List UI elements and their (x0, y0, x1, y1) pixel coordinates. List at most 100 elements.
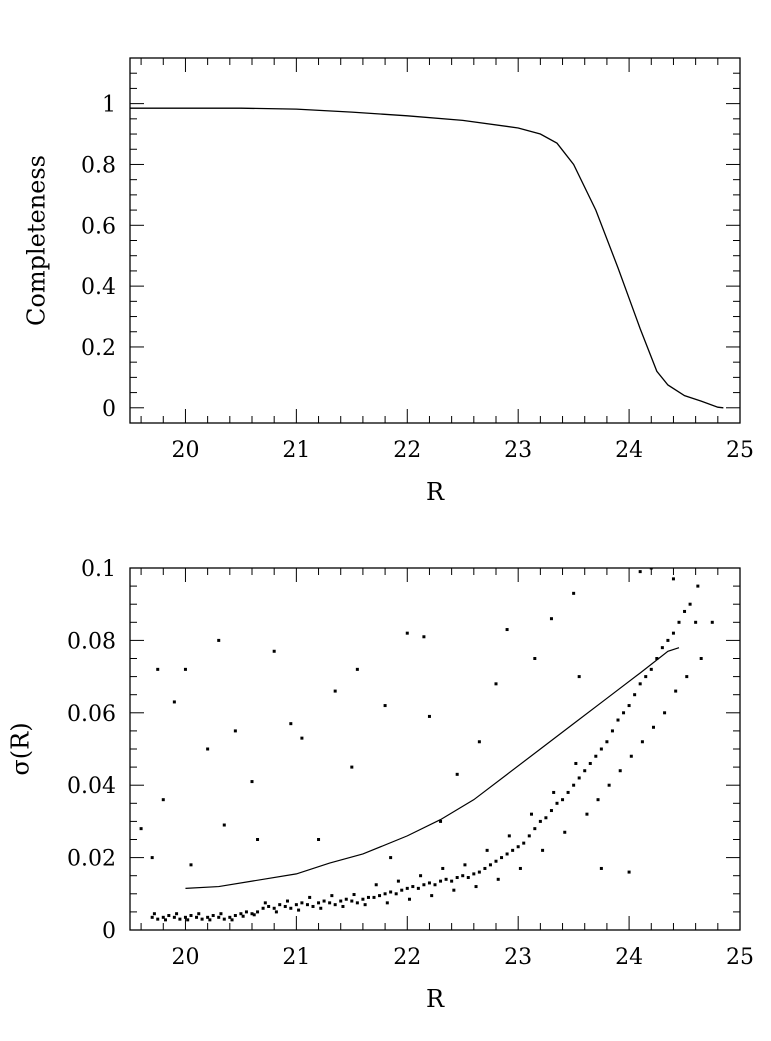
data-point (616, 718, 620, 722)
data-point (455, 772, 459, 776)
data-point (206, 747, 210, 751)
data-point (618, 769, 622, 773)
data-point (172, 915, 176, 919)
data-point (317, 838, 321, 841)
data-point (311, 904, 315, 908)
data-point (197, 912, 201, 916)
data-point (505, 628, 509, 632)
data-point (627, 870, 631, 874)
data-point (156, 667, 160, 671)
data-point (494, 859, 498, 863)
tick-marks (130, 567, 741, 931)
plot-frame (129, 57, 741, 424)
data-point (544, 816, 548, 820)
data-point (239, 912, 243, 916)
data-point (297, 908, 301, 912)
data-point (416, 886, 420, 890)
data-point (150, 856, 154, 860)
data-point (363, 903, 367, 907)
data-point (200, 917, 204, 921)
data-point (651, 725, 655, 729)
data-point (666, 638, 670, 642)
x-tick-label: 23 (504, 945, 532, 970)
data-point (577, 776, 581, 780)
data-point (694, 620, 698, 624)
y-axis-label: σ(R) (7, 722, 35, 775)
data-point (529, 812, 533, 816)
data-point (599, 866, 603, 870)
data-point (405, 886, 409, 890)
data-point (640, 740, 644, 744)
data-point (378, 894, 382, 898)
data-point (627, 704, 631, 708)
data-point (561, 798, 565, 802)
tick-marks (130, 57, 741, 424)
data-point (472, 872, 476, 876)
data-point (563, 830, 567, 834)
y-tick-label: 0.4 (81, 275, 116, 300)
data-point (419, 874, 423, 878)
data-point (674, 689, 678, 693)
data-point (233, 914, 237, 918)
x-tick-label: 24 (615, 438, 643, 463)
completeness-curve (130, 107, 724, 409)
data-point (383, 892, 387, 896)
data-point (477, 870, 481, 874)
data-point (289, 906, 293, 910)
data-point (505, 852, 509, 856)
data-point (485, 848, 489, 852)
data-point (186, 918, 190, 922)
y-tick-label: 0 (102, 919, 116, 944)
data-point (217, 915, 221, 919)
data-point (494, 682, 498, 686)
data-point (150, 915, 154, 919)
x-tick-label: 20 (171, 945, 199, 970)
data-point (566, 790, 570, 794)
data-point (189, 914, 193, 918)
data-point (696, 584, 700, 588)
data-point (222, 917, 226, 921)
y-tick-label: 0.06 (67, 702, 116, 727)
data-point (507, 834, 511, 838)
y-tick-label: 0.2 (81, 336, 116, 361)
data-point (372, 895, 376, 899)
data-point (308, 895, 312, 899)
data-point (355, 667, 359, 671)
data-point (250, 780, 254, 784)
data-point (633, 693, 637, 697)
data-point (230, 918, 234, 922)
data-point (710, 620, 714, 624)
x-axis-label: R (426, 478, 445, 506)
data-point (407, 897, 411, 901)
data-point (294, 903, 298, 907)
data-point (394, 892, 398, 896)
data-point (577, 675, 581, 679)
data-point (300, 736, 304, 740)
data-point (463, 863, 467, 867)
data-point (330, 894, 334, 898)
data-point (500, 856, 504, 860)
data-point (233, 729, 237, 733)
data-point (683, 609, 687, 613)
x-tick-label: 21 (282, 945, 310, 970)
data-point (427, 714, 431, 718)
data-point (685, 675, 689, 679)
data-point (655, 657, 659, 660)
data-point (671, 577, 675, 581)
data-point (383, 704, 387, 708)
data-point (644, 675, 648, 679)
data-point (511, 848, 515, 852)
data-point (444, 877, 448, 881)
data-point (152, 912, 156, 916)
data-point (552, 790, 556, 794)
data-point (622, 711, 626, 715)
data-point (549, 809, 553, 813)
data-point (533, 657, 537, 660)
data-point (183, 667, 187, 671)
data-point (466, 876, 470, 880)
data-point (285, 899, 289, 903)
data-point (175, 912, 179, 916)
data-point (488, 863, 492, 867)
data-point (450, 879, 454, 883)
data-point (427, 881, 431, 885)
